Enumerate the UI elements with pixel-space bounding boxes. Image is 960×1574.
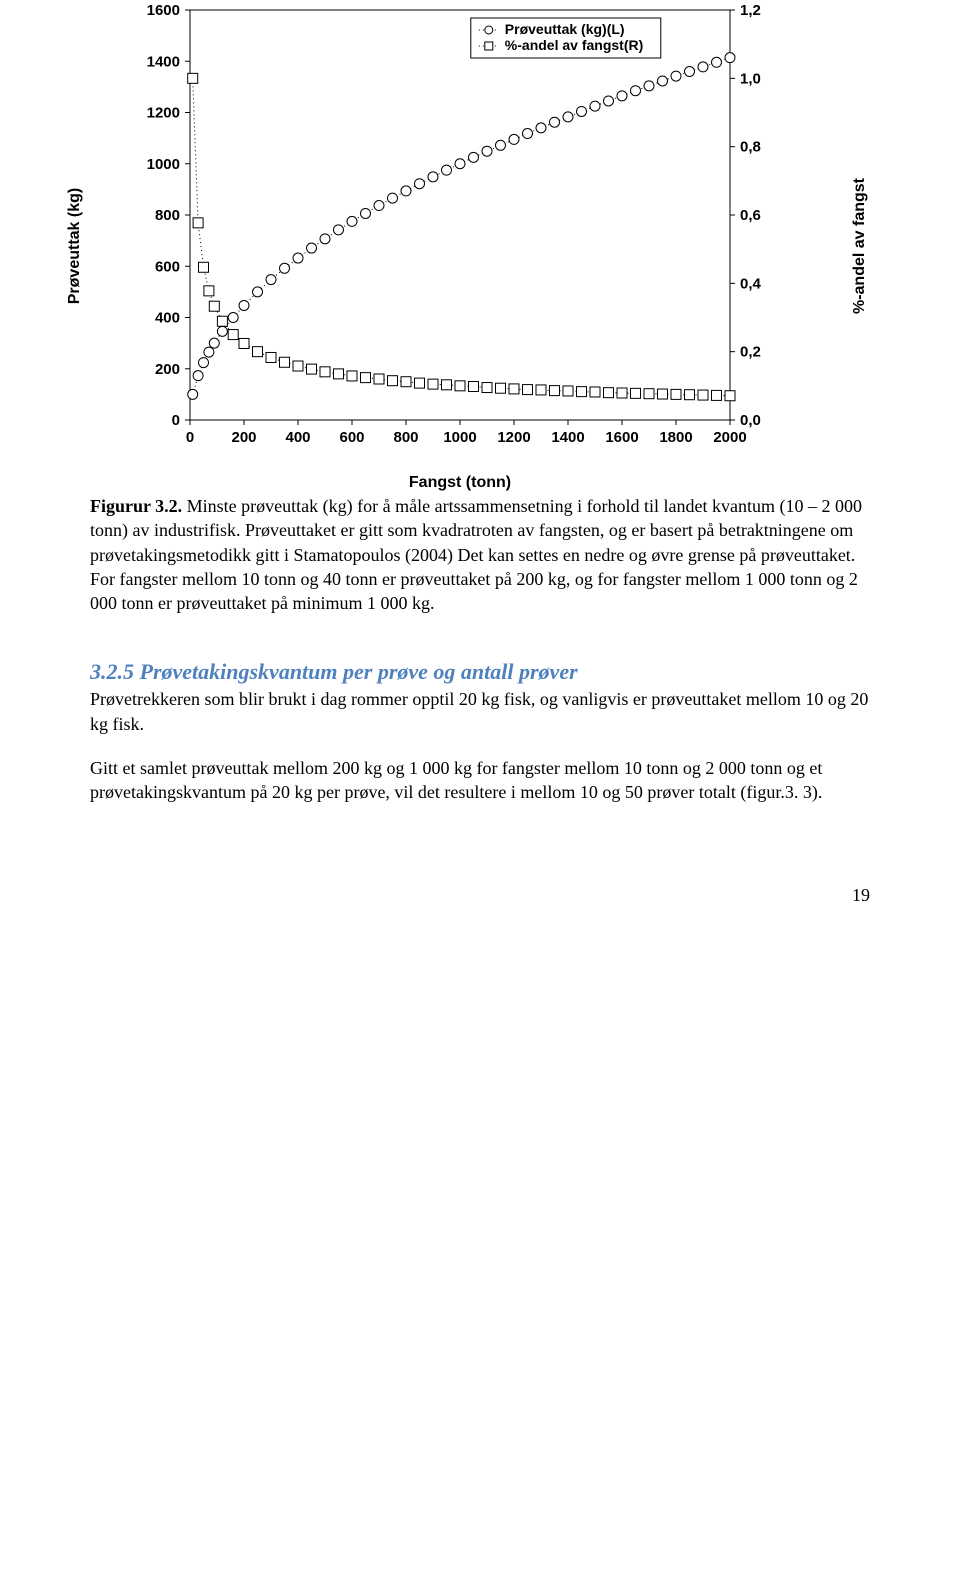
figure-caption-lead: Figurur 3.2. [90,496,182,516]
figure-caption: Figurur 3.2. Minste prøveuttak (kg) for … [90,494,870,615]
chart-svg: 0 200 400 600 800 1000 1200 1400 1600 0,0 0,2 0,4 0,… [110,0,810,470]
svg-text:1600: 1600 [147,2,180,19]
svg-text:200: 200 [155,361,180,378]
chart-container: Prøveuttak (kg) %-andel av fangst 020040… [110,0,810,492]
svg-text:1600: 1600 [605,429,638,446]
svg-text:1200: 1200 [147,105,180,122]
svg-text:800: 800 [393,429,418,446]
svg-text:0,0: 0,0 [740,412,761,429]
svg-text:0: 0 [172,412,180,429]
svg-text:600: 600 [339,429,364,446]
svg-text:0: 0 [186,429,194,446]
x-axis-label: Fangst (tonn) [110,474,810,492]
svg-text:1200: 1200 [497,429,530,446]
svg-text:1400: 1400 [551,429,584,446]
svg-text:0,6: 0,6 [740,207,761,224]
svg-text:400: 400 [285,429,310,446]
svg-text:0,8: 0,8 [740,139,761,156]
svg-text:1,2: 1,2 [740,2,761,19]
svg-text:800: 800 [155,207,180,224]
y-axis-right-label: %-andel av fangst [851,178,869,314]
svg-text:200: 200 [231,429,256,446]
body-paragraph-2: Gitt et samlet prøveuttak mellom 200 kg … [90,756,870,805]
svg-text:Prøveuttak (kg)(L): Prøveuttak (kg)(L) [505,21,625,37]
y-axis-left-label: Prøveuttak (kg) [66,188,84,304]
svg-text:0,4: 0,4 [740,275,762,292]
svg-text:1000: 1000 [443,429,476,446]
svg-text:0,2: 0,2 [740,344,761,361]
page-number: 19 [90,885,870,906]
svg-text:1800: 1800 [659,429,692,446]
svg-text:600: 600 [155,258,180,275]
figure-caption-text: Minste prøveuttak (kg) for å måle artssa… [90,496,862,613]
svg-text:1400: 1400 [147,53,180,70]
svg-text:2000: 2000 [713,429,746,446]
svg-text:1000: 1000 [147,156,180,173]
section-heading: 3.2.5 Prøvetakingskvantum per prøve og a… [90,659,870,685]
svg-text:%-andel av fangst(R): %-andel av fangst(R) [505,37,643,53]
svg-text:400: 400 [155,310,180,327]
body-paragraph-1: Prøvetrekkeren som blir brukt i dag romm… [90,687,870,736]
svg-text:1,0: 1,0 [740,70,761,87]
